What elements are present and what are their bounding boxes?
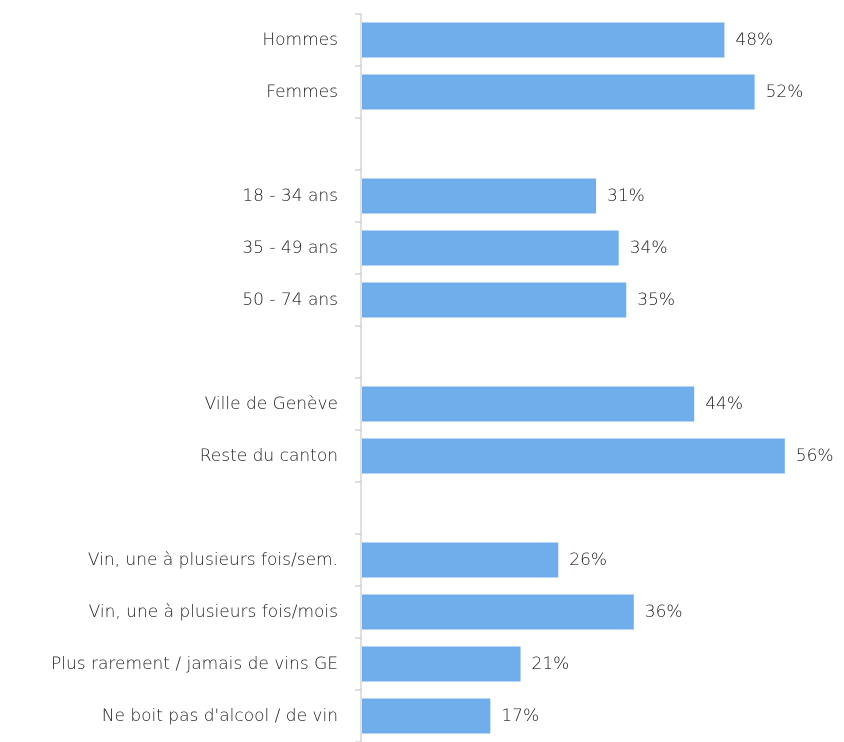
value-label: 21% bbox=[532, 654, 570, 674]
value-label: 56% bbox=[796, 446, 834, 466]
category-label: Vin, une à plusieurs fois/sem. bbox=[88, 550, 338, 570]
value-label: 34% bbox=[630, 238, 668, 258]
bar bbox=[362, 698, 491, 734]
category-label: Hommes bbox=[262, 30, 338, 50]
category-label: 35 - 49 ans bbox=[242, 238, 338, 258]
value-label: 44% bbox=[705, 394, 743, 414]
bar bbox=[362, 230, 619, 266]
value-label: 17% bbox=[501, 706, 539, 726]
bar bbox=[362, 438, 785, 474]
category-label: Plus rarement / jamais de vins GE bbox=[51, 654, 338, 674]
bar bbox=[362, 74, 755, 110]
bar bbox=[362, 542, 559, 578]
value-label: 52% bbox=[766, 82, 804, 102]
bar bbox=[362, 282, 627, 318]
bar bbox=[362, 646, 521, 682]
value-label: 26% bbox=[569, 550, 607, 570]
category-label: Ne boit pas d'alcool / de vin bbox=[102, 706, 338, 726]
value-label: 35% bbox=[637, 290, 675, 310]
bar bbox=[362, 594, 634, 630]
category-label: Vin, une à plusieurs fois/mois bbox=[89, 602, 338, 622]
bar bbox=[362, 386, 695, 422]
bar bbox=[362, 178, 597, 214]
category-label: Reste du canton bbox=[200, 446, 338, 466]
category-label: Ville de Genève bbox=[205, 394, 338, 414]
value-label: 31% bbox=[607, 186, 645, 206]
category-label: 50 - 74 ans bbox=[242, 290, 338, 310]
value-label: 48% bbox=[735, 30, 773, 50]
category-label: Femmes bbox=[266, 82, 338, 102]
bar bbox=[362, 22, 725, 58]
value-label: 36% bbox=[645, 602, 683, 622]
category-label: 18 - 34 ans bbox=[242, 186, 338, 206]
